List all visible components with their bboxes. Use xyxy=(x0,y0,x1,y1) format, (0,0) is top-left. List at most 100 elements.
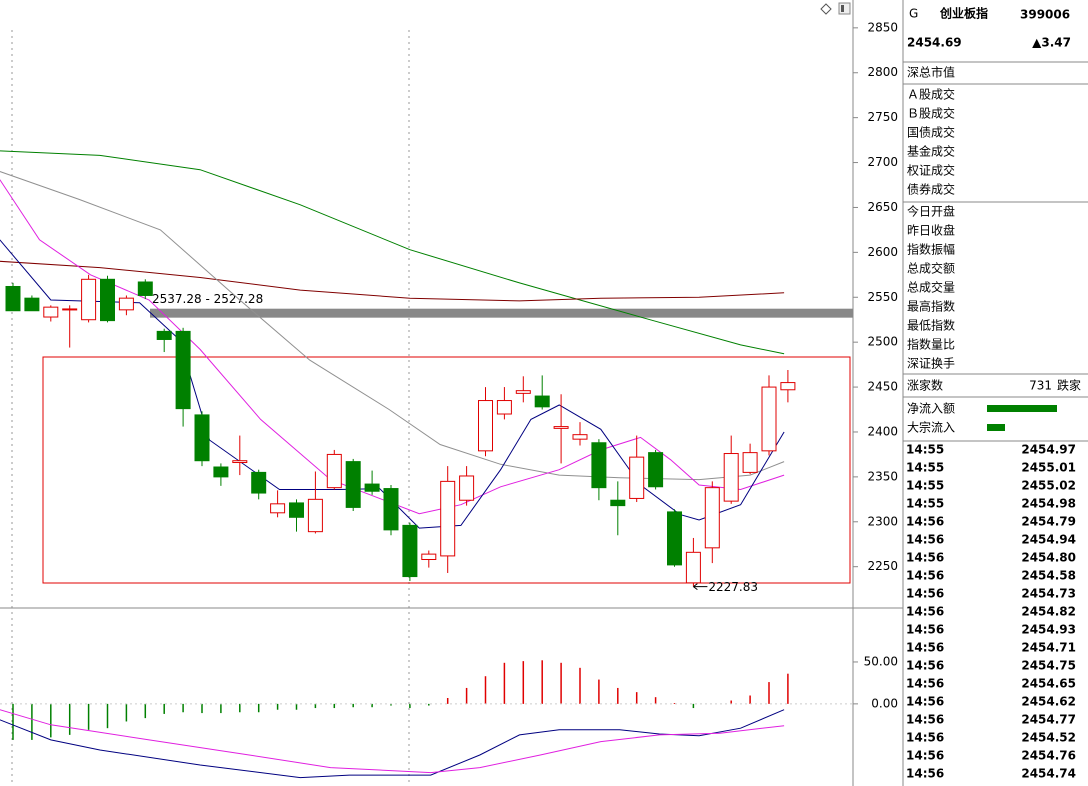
price-change: ▲3.47 xyxy=(1032,36,1071,50)
candle-body xyxy=(326,453,342,489)
info-label: 深总市值 xyxy=(907,65,955,80)
y-tick-label: 2800 xyxy=(867,65,898,79)
info-label: 指数振幅 xyxy=(907,242,955,257)
moving-average-line xyxy=(0,150,785,355)
candle-body xyxy=(251,471,267,494)
tick-time: 14:56 xyxy=(906,515,944,529)
net-inflow-bar xyxy=(987,405,1057,412)
tick-time: 14:55 xyxy=(906,479,944,493)
candle-body xyxy=(289,502,304,518)
candle-body xyxy=(118,297,134,311)
candle-body xyxy=(780,382,796,391)
y-tick-label: 2450 xyxy=(867,380,898,394)
info-label: 指数量比 xyxy=(907,337,955,352)
tick-time: 14:55 xyxy=(906,443,944,457)
candle-body xyxy=(667,511,682,566)
candle-body xyxy=(24,297,40,312)
moving-average-line xyxy=(0,171,785,481)
tick-time: 14:56 xyxy=(906,569,944,583)
code-flag: G xyxy=(909,7,918,21)
y-tick-label: 2850 xyxy=(867,20,898,34)
tick-price: 2454.79 xyxy=(1021,515,1076,529)
tick-price: 2454.76 xyxy=(1021,749,1076,763)
y-tick-label: 2550 xyxy=(867,290,898,304)
y-tick-label: 2500 xyxy=(867,335,898,349)
moving-average-line xyxy=(0,260,785,302)
tick-time: 14:56 xyxy=(906,767,944,781)
tick-time: 14:55 xyxy=(906,497,944,511)
candle-body xyxy=(440,480,456,557)
candle-body xyxy=(704,487,720,549)
candle-body xyxy=(307,498,323,533)
tick-time: 14:56 xyxy=(906,695,944,709)
info-label: 净流入额 xyxy=(907,402,955,416)
advance-count: 731 xyxy=(1029,379,1052,393)
tick-price: 2454.93 xyxy=(1021,623,1076,637)
info-label: Ａ股成交 xyxy=(907,87,955,102)
tick-time: 14:56 xyxy=(906,623,944,637)
tick-price: 2455.02 xyxy=(1021,479,1076,493)
tick-price: 2454.94 xyxy=(1021,533,1076,547)
candle-body xyxy=(270,503,286,514)
tick-price: 2454.75 xyxy=(1021,659,1076,673)
candle-body xyxy=(459,475,475,501)
tick-time: 14:56 xyxy=(906,713,944,727)
candle-body xyxy=(515,390,531,394)
candle-body xyxy=(648,452,664,488)
panel-toggle-bar xyxy=(841,5,844,12)
low-arrow xyxy=(693,583,708,590)
candle-body xyxy=(742,452,758,473)
candle-body xyxy=(156,330,172,340)
candle-body xyxy=(534,395,550,408)
index-code: 399006 xyxy=(1020,8,1070,22)
y-tick-label: 50.00 xyxy=(864,654,898,668)
info-label: 最高指数 xyxy=(907,299,955,314)
y-tick-label: 2600 xyxy=(867,245,898,259)
info-label: 昨日收盘 xyxy=(907,223,955,238)
tick-time: 14:56 xyxy=(906,731,944,745)
y-tick-label: 2250 xyxy=(867,559,898,573)
selection-box xyxy=(42,356,851,584)
candle-body xyxy=(496,400,512,415)
tick-time: 14:56 xyxy=(906,641,944,655)
tick-time: 14:56 xyxy=(906,587,944,601)
tick-price: 2454.77 xyxy=(1021,713,1076,727)
moving-average-line xyxy=(0,179,785,515)
y-tick-label: 2300 xyxy=(867,514,898,528)
info-label: 债券成交 xyxy=(907,182,955,197)
y-tick-label: 2650 xyxy=(867,200,898,214)
y-tick-label: 0.00 xyxy=(871,696,898,710)
tick-time: 14:56 xyxy=(906,677,944,691)
tick-price: 2454.62 xyxy=(1021,695,1076,709)
info-label: 基金成交 xyxy=(907,144,955,159)
moving-average-line xyxy=(0,709,785,774)
candle-body xyxy=(685,551,701,584)
candle-body xyxy=(232,460,248,464)
candle-body xyxy=(629,456,645,499)
tick-time: 14:56 xyxy=(906,749,944,763)
candle-body xyxy=(81,278,97,321)
y-tick-label: 2350 xyxy=(867,469,898,483)
info-label: 总成交额 xyxy=(907,261,955,276)
candle-body xyxy=(383,488,399,531)
info-label: Ｂ股成交 xyxy=(907,106,955,121)
y-tick-label: 2400 xyxy=(867,424,898,438)
tick-price: 2454.74 xyxy=(1021,767,1076,781)
candle-body xyxy=(364,483,380,492)
info-label: 大宗流入 xyxy=(907,420,955,435)
block-inflow-bar xyxy=(987,424,1005,431)
candle-body xyxy=(100,278,115,322)
tick-time: 14:56 xyxy=(906,533,944,547)
diamond-icon[interactable] xyxy=(820,3,832,15)
panel-toggle[interactable] xyxy=(838,2,851,15)
last-price: 2454.69 xyxy=(907,36,962,50)
tick-time: 14:55 xyxy=(906,461,944,475)
candle-body xyxy=(572,434,588,440)
index-name: 创业板指 xyxy=(939,6,988,21)
candle-body xyxy=(553,426,569,429)
y-tick-label: 2750 xyxy=(867,110,898,124)
info-label: 国债成交 xyxy=(907,125,955,140)
info-label: 深证换手 xyxy=(907,357,955,371)
candle-body xyxy=(421,553,437,561)
tick-price: 2454.82 xyxy=(1021,605,1076,619)
